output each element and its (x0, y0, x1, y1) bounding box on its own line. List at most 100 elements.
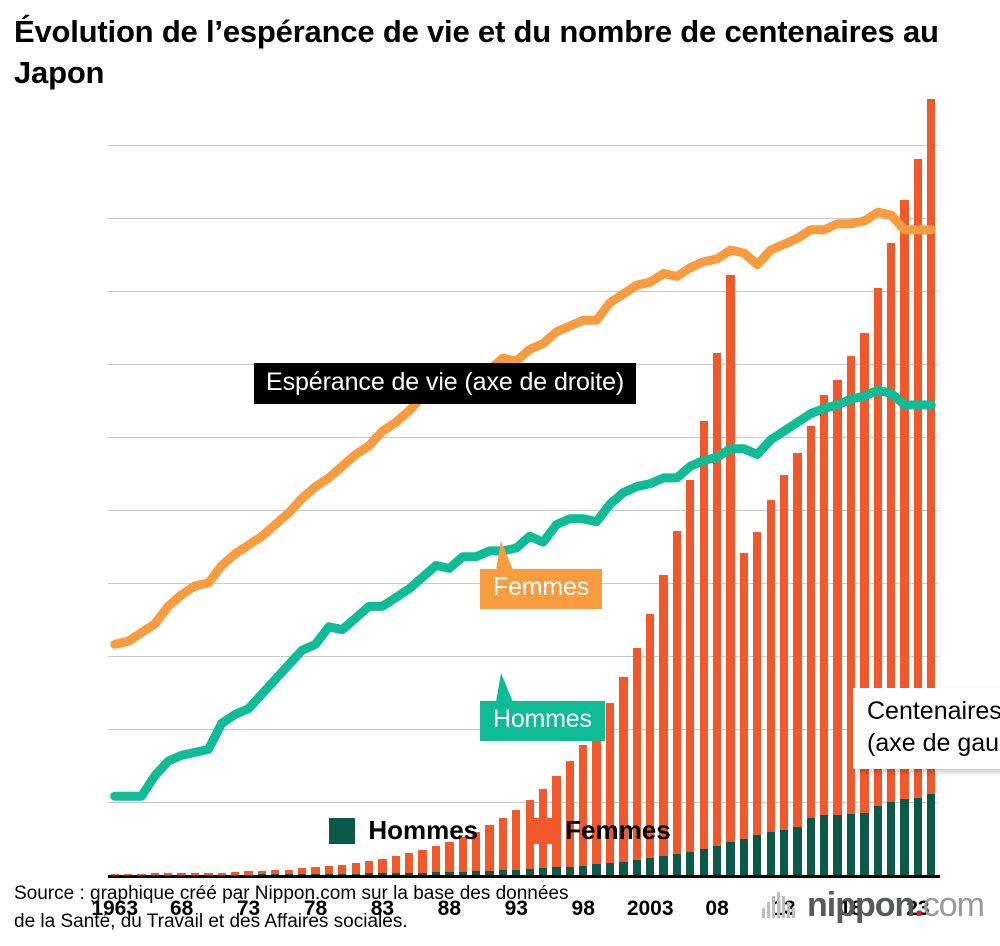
bar-segment-hommes (552, 867, 561, 875)
bar-segment-hommes (525, 869, 534, 875)
brand-name: nippon (807, 886, 915, 924)
bar-segment-femmes (565, 761, 574, 875)
bar-segment-femmes (699, 420, 708, 875)
bar-stack (257, 870, 267, 875)
bar-stack (351, 862, 360, 875)
bar-segment-hommes (271, 874, 280, 875)
bar-segment-hommes (485, 870, 494, 875)
gridline (108, 437, 938, 438)
bar-segment-femmes (846, 355, 856, 875)
x-axis-tick-label: 68 (169, 897, 194, 920)
bar-segment-femmes (632, 647, 641, 875)
bar-segment-hommes (351, 873, 360, 875)
bar-segment-femmes (726, 275, 735, 875)
source-line-2: de la Santé, du Travail et des Affaires … (14, 910, 408, 932)
x-axis-tick-label: 78 (303, 897, 328, 920)
bar-segment-femmes (137, 873, 146, 875)
bar-segment-femmes (793, 453, 802, 875)
bar-segment-femmes (646, 614, 655, 875)
x-axis-tick-label: 98 (571, 897, 595, 920)
bar-stack (659, 575, 668, 875)
bar-segment-femmes (110, 873, 119, 875)
bar-segment-hommes (659, 856, 668, 875)
bar-stack (632, 647, 641, 875)
bar-segment-femmes (779, 475, 789, 875)
bar-segment-hommes (753, 835, 762, 875)
bar-segment-femmes (190, 872, 200, 875)
footer: Source : graphique créé par Nippon.com s… (0, 880, 1000, 946)
sound-bar (767, 902, 771, 918)
lines-layer (110, 207, 936, 801)
bar-segment-hommes (646, 858, 655, 875)
bar-stack (579, 744, 588, 875)
bar-segment-femmes (418, 850, 427, 875)
bar-stack (284, 869, 293, 875)
bar-segment-femmes (739, 552, 749, 875)
bar-stack (177, 872, 186, 875)
bar-segment-hommes (391, 873, 400, 875)
bar-segment-femmes (873, 287, 882, 875)
bar-stack (137, 873, 146, 875)
nippon-logo: nippon.com (762, 886, 985, 924)
bar-segment-femmes (712, 353, 722, 875)
bar-segment-femmes (445, 842, 454, 875)
bar-stack (712, 353, 722, 875)
bar-segment-femmes (271, 870, 280, 875)
callout-hommes: Hommes (480, 673, 605, 741)
bar-stack (512, 809, 521, 875)
bar-segment-femmes (579, 744, 588, 875)
bar-stack (324, 865, 334, 875)
bar-stack (244, 871, 253, 875)
bar-segment-femmes (605, 702, 615, 875)
bar-segment-femmes (123, 873, 133, 875)
legend-item-femmes[interactable]: Femmes (526, 815, 671, 846)
x-axis-tick-label: 18 (839, 897, 863, 920)
x-axis-tick-label: 1963 (91, 897, 139, 920)
bar-stack (123, 873, 133, 875)
bar-segment-hommes (699, 848, 708, 875)
legend-item-hommes[interactable]: Hommes (329, 815, 478, 846)
bar-segment-hommes (793, 827, 802, 875)
sound-bar (792, 908, 796, 918)
bar-segment-hommes (619, 861, 628, 875)
bar-stack (793, 453, 802, 875)
bar-stack (164, 873, 173, 875)
bar-segment-femmes (204, 872, 213, 875)
bar-stack (846, 355, 856, 875)
bar-segment-hommes (565, 866, 574, 875)
x-axis-tick-label: 2003 (626, 897, 674, 920)
bar-segment-femmes (324, 865, 334, 875)
bar-stack (231, 872, 240, 875)
sound-bar (782, 896, 786, 918)
bar-segment-femmes (458, 837, 467, 875)
gridline (108, 802, 938, 803)
sound-bar (772, 896, 776, 918)
bar-segment-femmes (900, 200, 909, 875)
bar-stack (699, 420, 708, 875)
bar-stack (378, 858, 387, 875)
callout-hommes-label: Hommes (480, 701, 605, 741)
bar-segment-hommes (605, 863, 615, 875)
bar-stack (110, 873, 119, 875)
legend-swatch (526, 817, 553, 844)
bar-segment-femmes (351, 862, 360, 875)
bar-segment-hommes (672, 854, 682, 875)
bar-segment-femmes (431, 846, 441, 875)
bar-segment-hommes (538, 868, 548, 875)
plot-area: 010 00020 00030 00040 00050 00060 00070 … (91, 99, 1000, 920)
bar-segment-femmes (512, 809, 521, 875)
bar-stack (886, 243, 896, 875)
bar-segment-hommes (927, 793, 936, 875)
bar-segment-femmes (378, 858, 387, 875)
bar-segment-hommes (766, 832, 775, 875)
bar-segment-hommes (686, 851, 695, 875)
source-note: Source : graphique créé par Nippon.com s… (14, 880, 754, 935)
gridline (108, 656, 938, 657)
line-hommes (110, 385, 936, 801)
bar-stack (686, 479, 695, 875)
bar-stack (753, 531, 762, 875)
bar-segment-femmes (672, 530, 682, 875)
bar-segment-hommes (338, 873, 347, 875)
bar-stack (458, 837, 467, 875)
bar-segment-hommes (739, 838, 749, 875)
